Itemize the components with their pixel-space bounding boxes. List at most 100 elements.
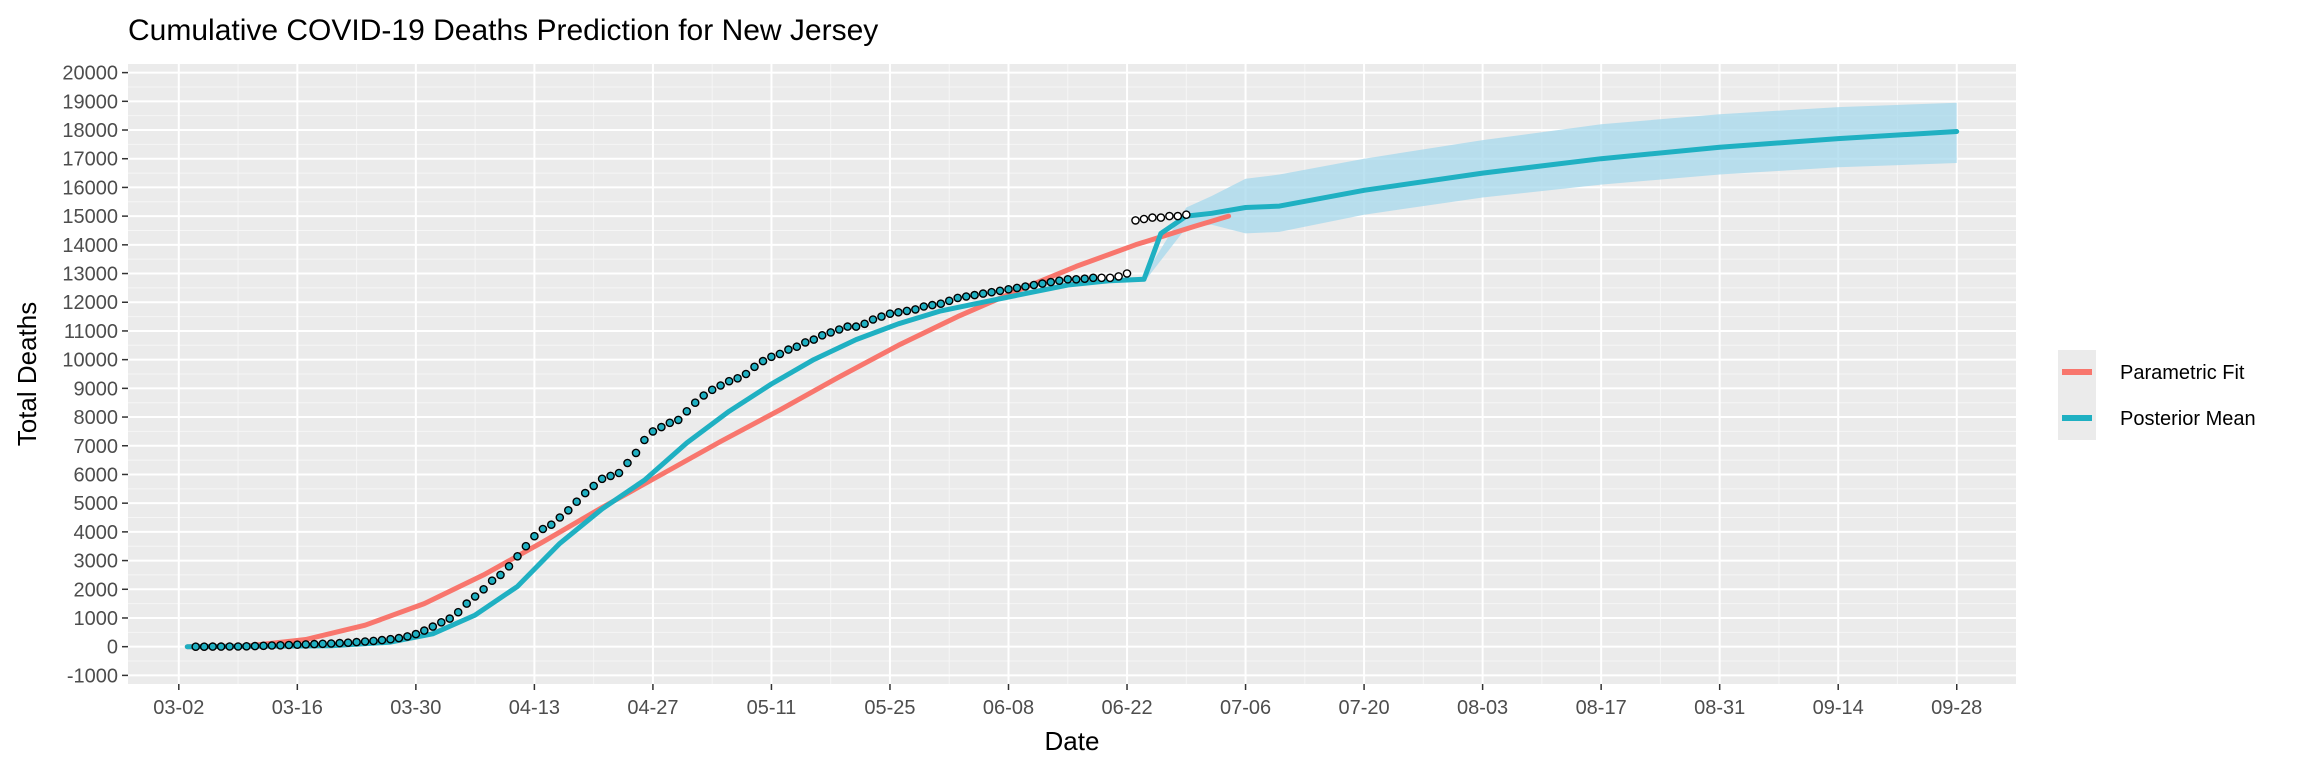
y-tick-label: 10000 — [62, 350, 118, 372]
observed-point — [496, 570, 505, 580]
x-tick-label: 03-30 — [390, 697, 441, 719]
observed-point — [792, 342, 802, 352]
observed-point — [928, 300, 937, 310]
observed-point — [504, 562, 514, 571]
x-tick-label: 03-16 — [272, 697, 323, 719]
observed-point — [1088, 273, 1098, 283]
x-tick-label: 05-25 — [864, 697, 915, 719]
legend-label: Parametric Fit — [2120, 362, 2245, 384]
observed-point — [674, 415, 683, 425]
observed-point — [335, 638, 345, 648]
observed-point — [225, 642, 234, 651]
observed-point — [724, 376, 734, 386]
x-tick-label: 08-03 — [1457, 697, 1508, 719]
observed-point — [944, 296, 954, 306]
observed-point — [868, 315, 878, 324]
observed-point — [436, 618, 446, 627]
posterior-mean-line — [184, 129, 1960, 650]
observed-point — [911, 305, 920, 314]
observed-point — [343, 638, 353, 648]
observed-point — [572, 497, 582, 507]
observed-point — [267, 641, 277, 650]
observed-point — [386, 634, 395, 644]
observed-point — [284, 640, 294, 650]
observed-point — [953, 293, 963, 303]
y-tick-label: 17000 — [62, 149, 118, 171]
observed-point — [1046, 277, 1056, 287]
observed-point — [784, 345, 793, 354]
observed-point — [826, 328, 836, 337]
observed-point — [1165, 211, 1174, 221]
observed-point — [419, 626, 429, 635]
y-tick-label: 16000 — [62, 177, 118, 199]
y-tick-label: 5000 — [74, 493, 119, 515]
y-axis: -1000 0 1000 2000 3000 4000 5000 6000 7000 8000 90… — [62, 63, 128, 687]
observed-point — [259, 641, 268, 651]
observed-point — [538, 524, 548, 534]
observed-point — [276, 641, 285, 650]
observed-point — [216, 642, 226, 651]
x-axis: 03-02 03-16 03-30 04-13 04-27 05-11 05-25 06-08… — [153, 684, 1982, 719]
legend-key-background — [2058, 350, 2096, 440]
series-lines — [184, 129, 1960, 650]
observed-point — [394, 633, 404, 643]
y-tick-label: 18000 — [62, 120, 118, 142]
y-tick-label: 20000 — [62, 63, 118, 85]
observed-point — [555, 513, 565, 522]
y-tick-label: -1000 — [67, 665, 118, 687]
observed-point — [775, 349, 785, 359]
observed-point — [987, 287, 996, 297]
observed-point — [690, 398, 700, 408]
observed-point — [1182, 210, 1191, 219]
y-tick-label: 11000 — [64, 321, 118, 343]
observed-point — [250, 641, 260, 651]
y-tick-label: 4000 — [74, 522, 119, 544]
observed-point — [936, 299, 946, 309]
observed-point — [894, 307, 903, 317]
observed-point — [326, 639, 336, 648]
observed-point — [453, 607, 463, 617]
observed-point — [1029, 280, 1039, 290]
y-tick-label: 9000 — [74, 378, 119, 400]
observed-point — [470, 592, 480, 601]
observed-point — [292, 640, 302, 650]
observed-point — [995, 286, 1005, 296]
observed-point — [961, 292, 971, 301]
observed-point — [885, 309, 895, 319]
observed-point — [877, 312, 886, 321]
observed-point — [369, 636, 378, 646]
x-tick-label: 05-11 — [747, 697, 797, 719]
y-tick-label: 13000 — [62, 264, 118, 286]
x-tick-label: 04-13 — [509, 697, 560, 719]
observed-point — [309, 639, 319, 649]
observed-point — [843, 322, 852, 331]
credible-band-area — [1144, 102, 1957, 283]
observed-point — [487, 576, 497, 586]
observed-point — [1080, 274, 1089, 284]
observed-point — [242, 642, 251, 651]
observed-point — [589, 481, 599, 491]
observed-point — [1004, 284, 1013, 294]
observed-point — [1114, 272, 1123, 281]
observed-point — [208, 642, 217, 651]
y-tick-label: 0 — [107, 637, 118, 659]
x-tick-label: 07-20 — [1339, 697, 1390, 719]
observed-point — [199, 642, 209, 652]
x-tick-label: 04-27 — [627, 697, 678, 719]
observed-point — [377, 635, 387, 645]
x-tick-label: 06-22 — [1101, 697, 1152, 719]
observed-point — [614, 468, 624, 478]
observed-point — [809, 335, 819, 344]
observed-point — [403, 632, 412, 641]
observed-point — [665, 418, 675, 428]
y-tick-label: 7000 — [74, 436, 119, 458]
observed-point — [301, 640, 311, 649]
observed-point — [648, 427, 658, 436]
x-tick-label: 08-17 — [1576, 697, 1627, 719]
observed-point — [521, 541, 531, 551]
y-tick-label: 15000 — [62, 206, 118, 228]
observed-point — [547, 520, 556, 530]
observed-point — [640, 435, 649, 445]
observed-point — [750, 362, 759, 372]
observed-point — [1063, 274, 1073, 284]
